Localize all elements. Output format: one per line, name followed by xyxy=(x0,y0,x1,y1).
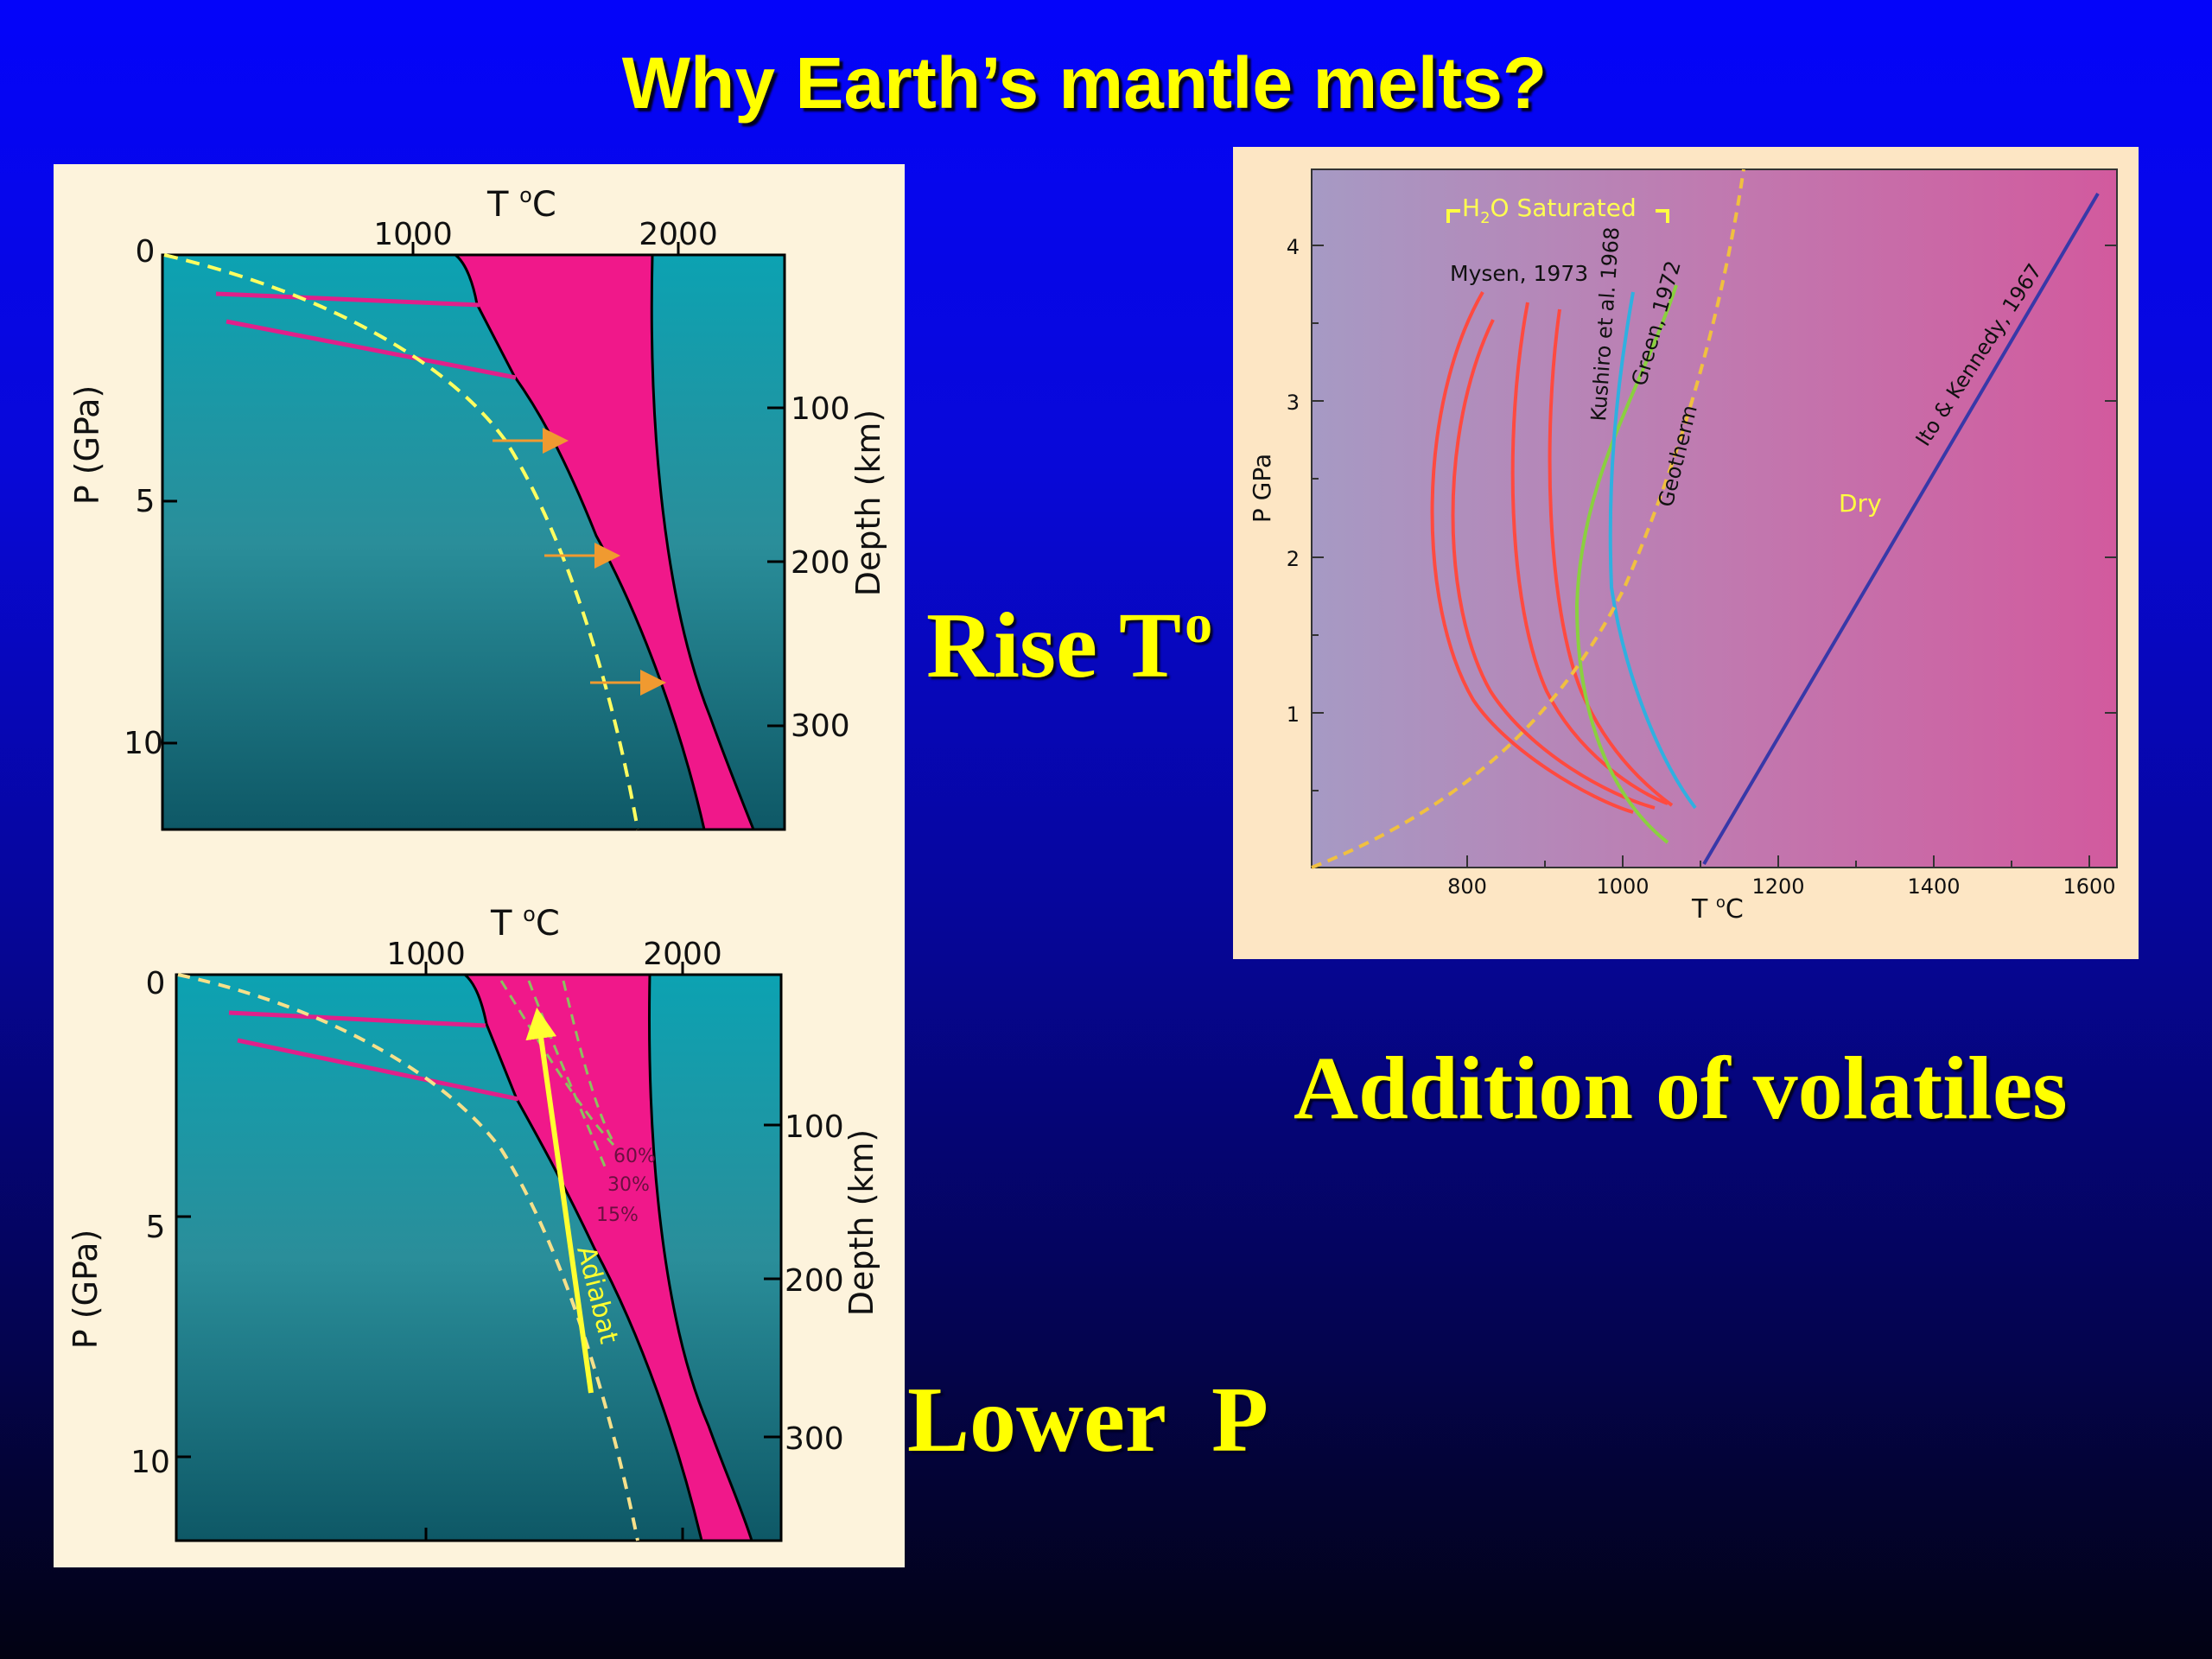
bottom-left-p-axis-title: P (GPa) xyxy=(67,1230,105,1350)
right-y-tick-1: 1 xyxy=(1287,702,1300,727)
bottom-left-d-tick-100: 100 xyxy=(785,1109,844,1145)
bottom-left-geotherm xyxy=(177,973,639,1541)
bottom-left-phase-line-1 xyxy=(228,1010,486,1028)
top-left-t-axis-label: T oC xyxy=(486,183,556,225)
bottom-left-p-tick-10: 10 xyxy=(130,1445,170,1480)
right-x-tick-1400: 1400 xyxy=(1907,874,1960,899)
right-y-axis-title: P GPa xyxy=(1248,454,1276,523)
bottom-left-p-tick-5: 5 xyxy=(146,1210,166,1245)
right-x-axis-title: T oC xyxy=(1691,893,1744,925)
slide-title: Why Earth’s mantle melts? xyxy=(621,42,1548,124)
bottom-left-d-tick-200: 200 xyxy=(785,1263,844,1299)
mysen-curve-1 xyxy=(1430,291,1634,814)
bottom-left-diagram: T oC 1000 2000 0 5 10 100 200 300 P (GPa… xyxy=(54,883,905,1567)
bottom-left-melt-contour-15 xyxy=(562,980,617,1146)
right-x-tick-1000: 1000 xyxy=(1596,874,1649,899)
top-left-p-axis-title: P (GPa) xyxy=(68,385,106,505)
bottom-left-t-axis-label: T oC xyxy=(490,902,560,944)
top-left-d-tick-200: 200 xyxy=(791,545,850,581)
bottom-left-melt-label-15: 15% xyxy=(596,1205,639,1226)
mysen-curve-2 xyxy=(1451,319,1656,810)
mysen-curve-3 xyxy=(1510,302,1669,805)
bottom-left-melt-label-30: 30% xyxy=(607,1174,650,1196)
right-x-tick-800: 800 xyxy=(1447,874,1487,899)
right-y-tick-3: 3 xyxy=(1287,391,1300,415)
top-left-p-tick-0: 0 xyxy=(136,234,156,270)
top-left-d-tick-300: 300 xyxy=(791,709,850,744)
right-x-tick-1200: 1200 xyxy=(1751,874,1804,899)
right-diagram: H2O Saturated Mysen, 1973 Kushiro et al.… xyxy=(1233,147,2139,959)
dry-solidus-line xyxy=(1702,192,2100,866)
top-left-phase-line-1 xyxy=(215,291,480,308)
right-x-tick-1600: 1600 xyxy=(2063,874,2115,899)
mysen-label: Mysen, 1973 xyxy=(1450,261,1588,286)
geotherm-curve xyxy=(1311,168,1745,869)
top-left-depth-axis-title: Depth (km) xyxy=(849,410,887,597)
bottom-left-phase-line-2 xyxy=(237,1038,519,1102)
addition-of-volatiles-caption: Addition of volatiles xyxy=(1294,1039,2068,1138)
bottom-left-x-tick-2000: 2000 xyxy=(643,937,722,972)
bottom-left-melt-contour-60 xyxy=(499,980,615,1147)
bottom-left-adiabat-arrow xyxy=(525,1007,594,1394)
top-left-x-tick-1000: 1000 xyxy=(373,217,453,252)
top-left-melt-zone xyxy=(451,253,756,831)
top-left-p-tick-5: 5 xyxy=(136,484,156,519)
kushiro-curve xyxy=(1608,291,1697,810)
rise-temperature-caption: Rise To xyxy=(926,593,1213,697)
bottom-left-x-tick-1000: 1000 xyxy=(386,937,466,972)
right-y-tick-4: 4 xyxy=(1287,235,1300,259)
right-plot-area xyxy=(1311,168,2118,868)
right-y-tick-2: 2 xyxy=(1287,547,1300,571)
h2o-saturated-label: H2O Saturated xyxy=(1462,194,1637,227)
mysen-curve-4 xyxy=(1548,308,1674,807)
bottom-left-depth-axis-title: Depth (km) xyxy=(842,1129,880,1317)
top-left-x-tick-2000: 2000 xyxy=(639,217,718,252)
bottom-left-melt-zone xyxy=(461,973,754,1542)
top-left-d-tick-100: 100 xyxy=(791,391,850,427)
green-1972-curve xyxy=(1574,284,1678,844)
bottom-left-melt-label-60: 60% xyxy=(613,1146,656,1167)
top-left-p-tick-10: 10 xyxy=(124,726,163,761)
top-left-phase-line-2 xyxy=(226,319,517,380)
lower-pressure-caption: Lower P xyxy=(907,1369,1268,1471)
dry-label: Dry xyxy=(1839,489,1882,518)
top-left-diagram: T oC 1000 2000 0 5 10 100 200 300 P (GPa… xyxy=(54,164,905,883)
bottom-left-melt-contour-30 xyxy=(527,980,607,1167)
bottom-left-d-tick-300: 300 xyxy=(785,1421,844,1457)
bottom-left-p-tick-0: 0 xyxy=(146,966,166,1001)
